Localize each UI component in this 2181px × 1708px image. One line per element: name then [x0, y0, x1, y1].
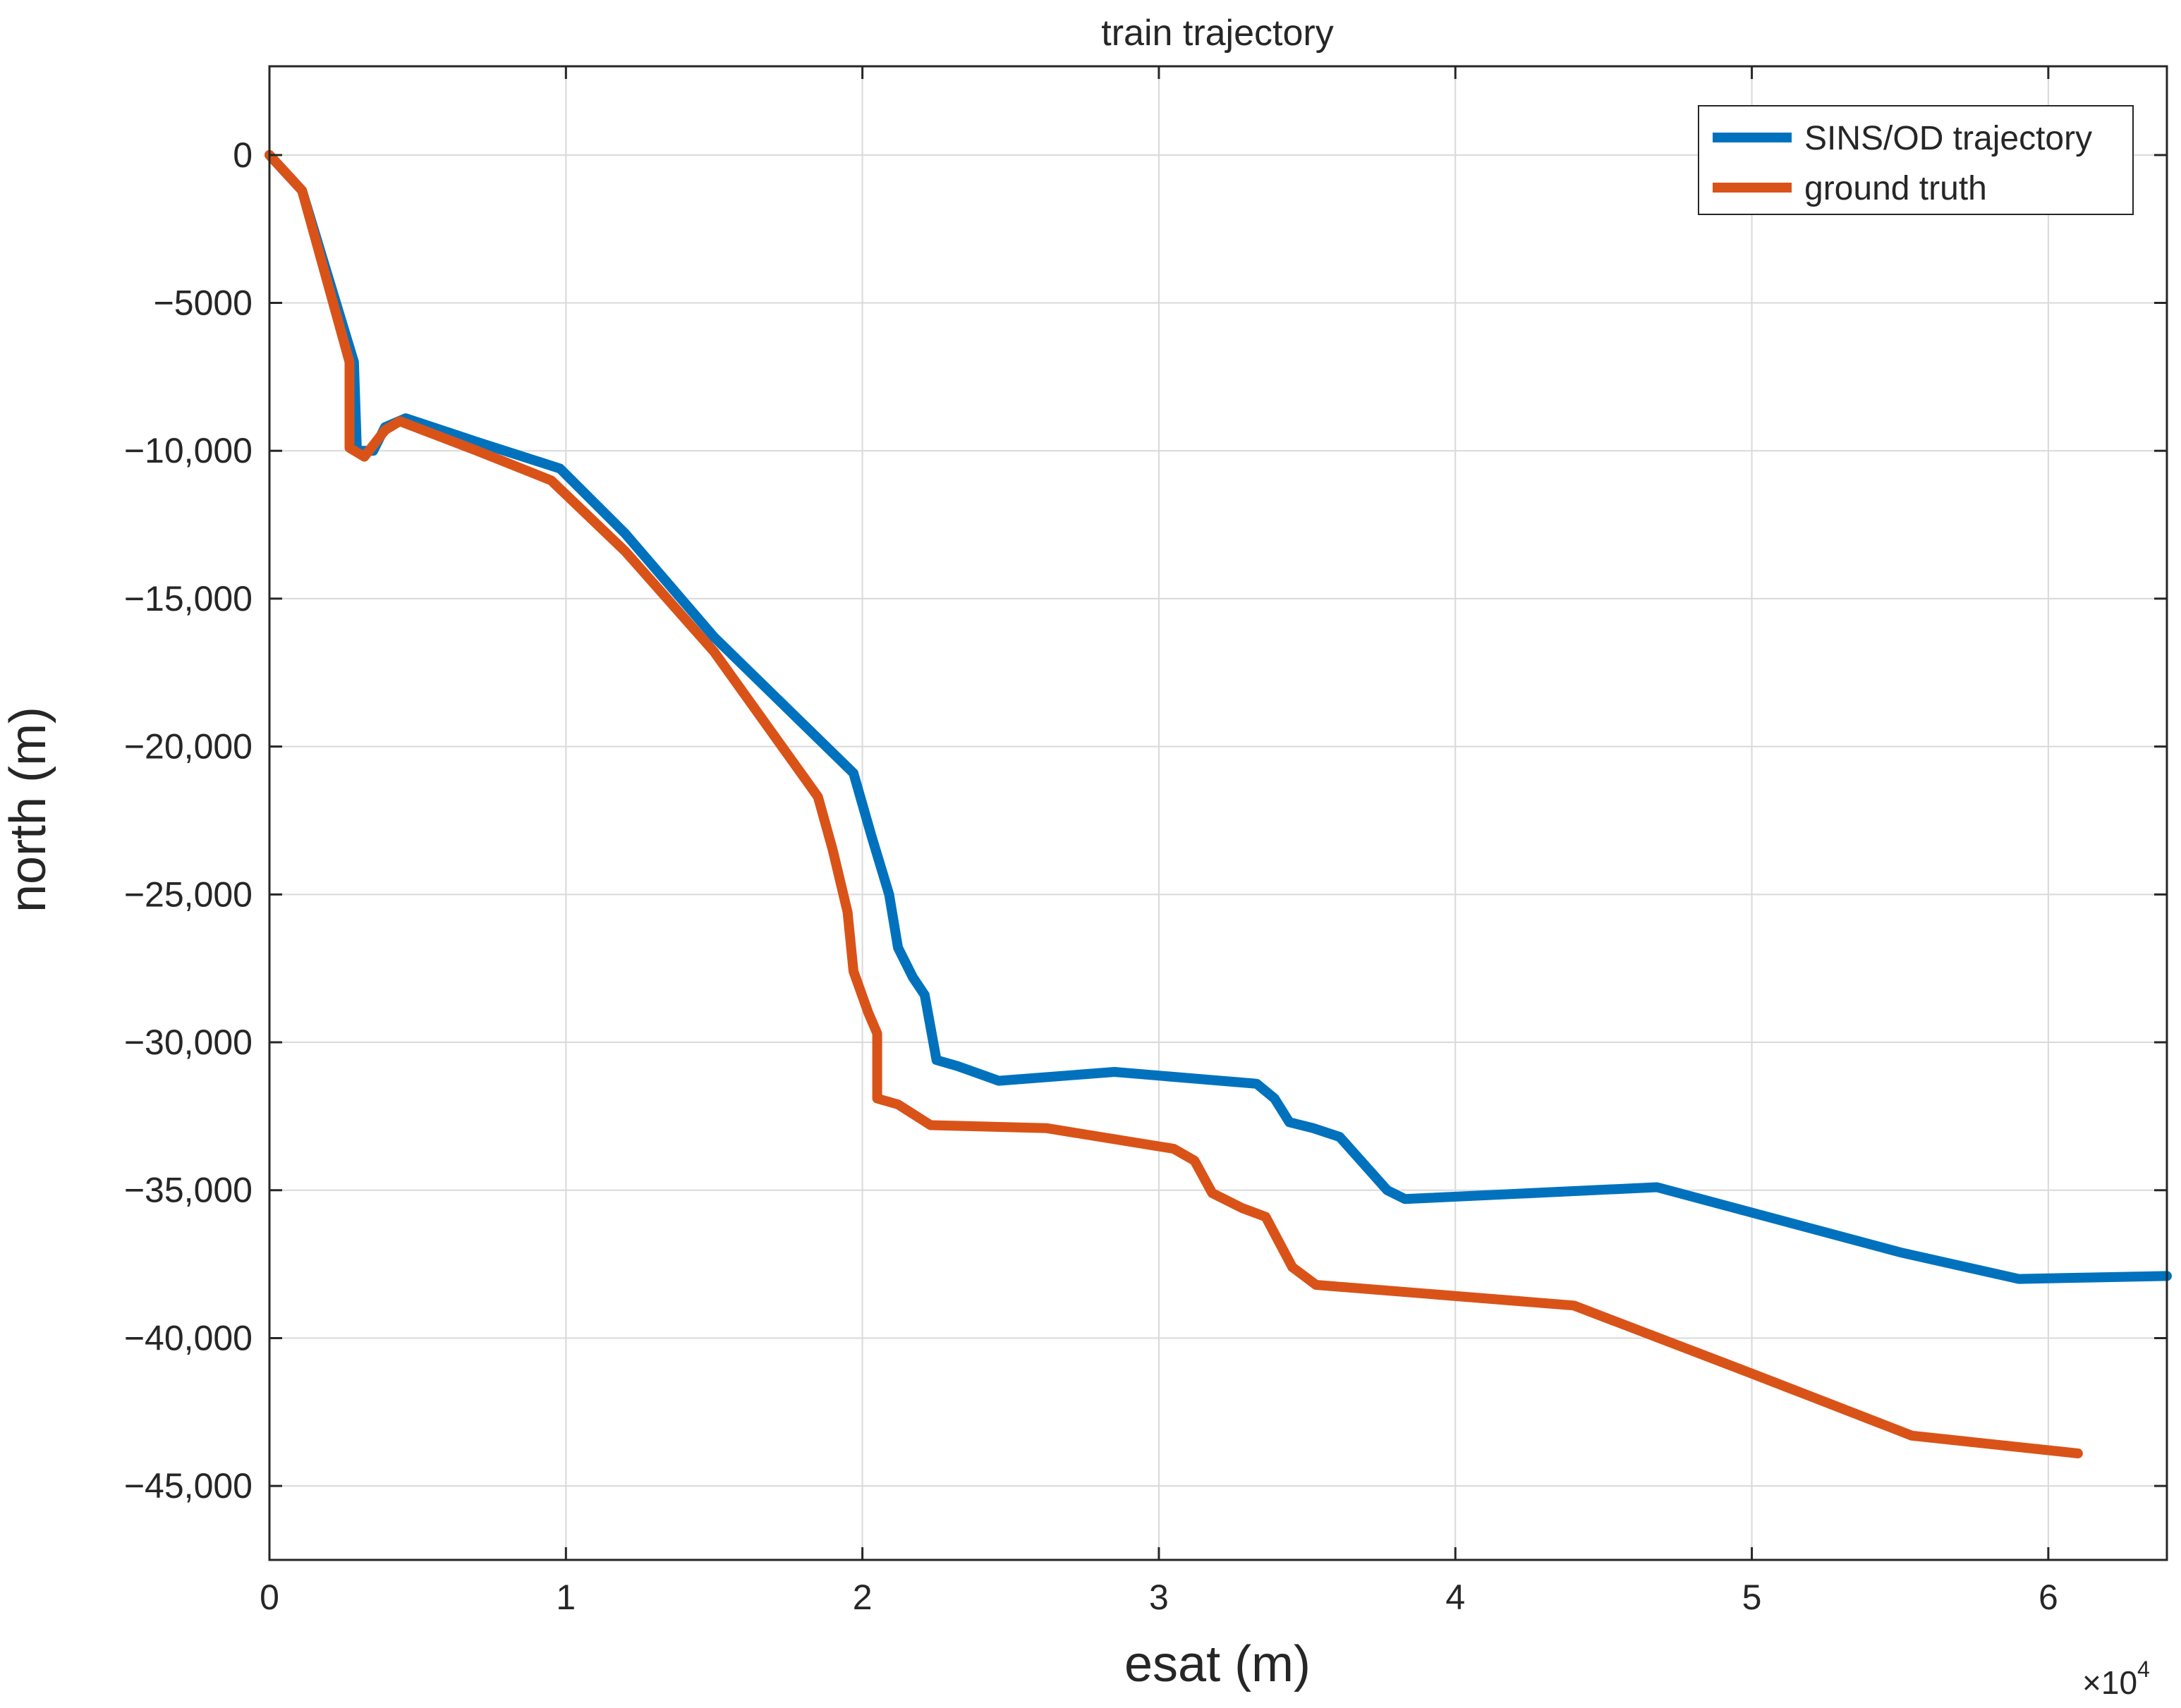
y-tick-label: −10,000	[124, 431, 253, 470]
legend-box	[1698, 105, 2134, 215]
x-tick-label: 6	[2039, 1578, 2058, 1617]
x-tick-label: 2	[853, 1578, 873, 1617]
x-tick-label: 3	[1149, 1578, 1169, 1617]
x-axis-exponent-base: ×10	[2082, 1664, 2137, 1701]
y-tick-label: −30,000	[124, 1023, 253, 1062]
x-tick-label: 5	[1742, 1578, 1762, 1617]
chart-title: train trajectory	[1101, 13, 1333, 54]
y-tick-label: −35,000	[124, 1171, 253, 1210]
x-tick-label: 4	[1445, 1578, 1465, 1617]
series-line-ground-truth	[265, 150, 2083, 1458]
x-tick-label: 0	[260, 1578, 279, 1617]
y-axis-label: north (m)	[0, 707, 56, 913]
plot-frame	[268, 65, 2168, 1561]
x-tick-label: 1	[556, 1578, 576, 1617]
y-tick-label: −25,000	[124, 874, 253, 914]
data-lines	[265, 150, 2172, 1458]
legend: SINS/OD trajectory ground truth	[1698, 105, 2134, 215]
x-axis-ticks: 0 1 2 3 4 5 6	[260, 66, 2058, 1617]
y-tick-label: −15,000	[124, 579, 253, 618]
y-tick-label: −45,000	[124, 1466, 253, 1506]
y-tick-label: 0	[233, 135, 253, 175]
y-axis-ticks: 0 −5000 −10,000 −15,000 −20,000 −25,000 −30,00…	[124, 135, 2167, 1506]
y-tick-label: −20,000	[124, 727, 253, 767]
legend-label-ground-truth: ground truth	[1804, 170, 1987, 207]
series-line-sins-od	[265, 150, 2172, 1284]
x-axis-label: esat (m)	[1124, 1636, 1311, 1692]
y-tick-label: −5000	[154, 283, 253, 323]
legend-label-sins-od: SINS/OD trajectory	[1804, 120, 2092, 157]
grid	[269, 66, 2167, 1560]
y-tick-label: −40,000	[124, 1318, 253, 1358]
x-axis-exponent: ×104	[2082, 1657, 2150, 1701]
x-axis-exponent-power: 4	[2137, 1657, 2150, 1682]
